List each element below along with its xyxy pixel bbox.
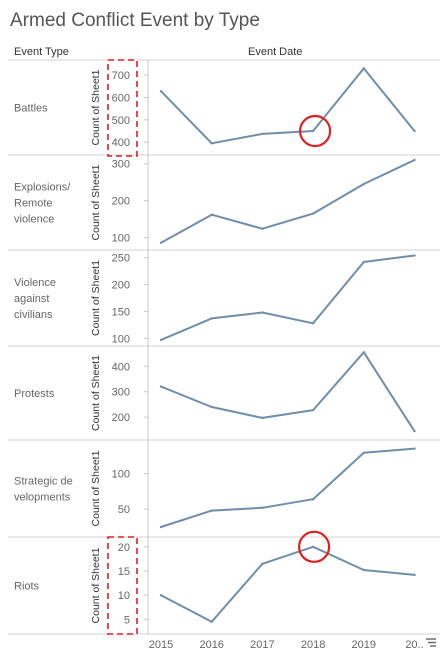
data-point[interactable] [159,593,163,597]
data-point[interactable] [413,254,416,257]
y-tick-label: 600 [112,92,130,104]
series-line[interactable] [160,447,415,528]
data-point[interactable] [210,142,213,145]
row-label: violence [14,214,54,226]
x-tick-label: 2019 [352,639,376,651]
dashed-highlight-box [107,59,138,157]
data-point[interactable] [311,322,315,325]
y-tick-label: 200 [112,196,130,208]
data-point[interactable] [413,158,416,162]
row-label: Explosions/ [14,182,71,194]
y-tick-label: 50 [118,504,130,516]
data-point[interactable] [159,241,163,244]
row-label: Strategic de [14,476,73,488]
data-point[interactable] [362,351,365,354]
row-label: civilians [14,309,53,321]
data-point[interactable] [210,509,213,512]
y-tick-label: 20 [118,542,130,554]
data-point[interactable] [362,568,365,572]
data-point[interactable] [210,213,213,216]
row-label: Riots [14,581,40,593]
series-line[interactable] [160,67,416,145]
data-point[interactable] [362,182,365,186]
data-point[interactable] [159,385,163,388]
y-axis-title: Count of Sheet1 [90,260,102,336]
data-point[interactable] [362,260,365,264]
row-label: against [14,293,49,305]
y-tick-label: 100 [112,333,130,345]
chart-title: Armed Conflict Event by Type [10,10,260,31]
data-point[interactable] [362,451,365,455]
data-point[interactable] [413,447,416,450]
y-tick-label: 300 [112,159,130,171]
series-line[interactable] [160,254,415,341]
y-tick-label: 200 [112,412,130,424]
x-tick-label: 2016 [199,639,223,651]
data-point[interactable] [413,429,416,433]
row-label: Remote [14,198,53,210]
series-line[interactable] [160,351,416,432]
x-tick-label: 20.. [405,639,423,651]
data-point[interactable] [261,506,264,509]
y-tick-label: 15 [118,566,130,578]
data-point[interactable] [210,317,213,320]
y-axis-title: Count of Sheet1 [90,164,102,240]
row-label: Protests [14,388,55,400]
data-point[interactable] [261,311,264,314]
highlight-circle [298,530,331,563]
y-tick-label: 700 [112,70,130,82]
y-axis-title: Count of Sheet1 [90,547,102,623]
data-point[interactable] [311,497,315,501]
data-point[interactable] [261,132,264,136]
x-tick-label: 2015 [149,639,173,651]
data-point[interactable] [413,129,416,133]
y-tick-label: 500 [112,115,130,127]
data-point[interactable] [311,129,315,133]
data-point[interactable] [413,573,416,577]
x-tick-label: 2017 [250,639,274,651]
row-label: velopments [14,492,71,504]
data-point[interactable] [311,408,315,412]
y-axis-title: Count of Sheet1 [90,355,102,431]
row-label: Violence [14,277,56,289]
y-tick-label: 300 [112,387,130,399]
data-point[interactable] [261,416,264,420]
x-tick-label: 2018 [301,639,325,651]
y-tick-label: 200 [112,280,130,292]
row-dimension-header: Event Type [14,46,69,58]
series-line[interactable] [160,159,415,244]
data-point[interactable] [311,545,315,549]
data-point[interactable] [261,227,264,230]
column-dimension-header: Event Date [248,46,303,58]
data-point[interactable] [159,525,163,529]
y-tick-label: 250 [112,253,130,265]
sort-icon[interactable] [425,636,437,648]
data-point[interactable] [159,89,163,93]
y-tick-label: 400 [112,137,130,149]
data-point[interactable] [159,338,163,342]
y-tick-label: 150 [112,306,130,318]
data-point[interactable] [210,405,213,409]
y-tick-label: 10 [118,590,130,602]
y-tick-label: 5 [124,614,130,626]
data-point[interactable] [261,562,264,565]
y-axis-title: Count of Sheet1 [90,69,102,145]
y-tick-label: 100 [112,469,130,481]
y-tick-label: 100 [112,233,130,245]
data-point[interactable] [311,212,315,215]
dashed-highlight-box [107,536,138,635]
row-label: Battles [14,103,48,115]
series-line[interactable] [160,545,415,623]
highlight-circle [299,114,332,148]
y-axis-title: Count of Sheet1 [90,450,102,526]
data-point[interactable] [362,67,365,70]
y-tick-label: 400 [112,361,130,373]
data-point[interactable] [210,620,213,623]
